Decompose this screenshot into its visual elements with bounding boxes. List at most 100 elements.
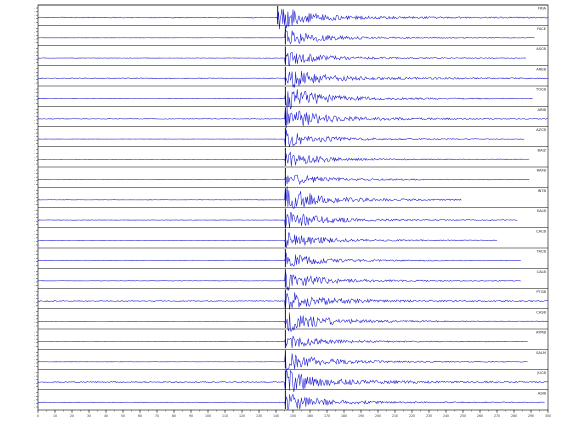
amplitude-tick-label: -: [34, 293, 35, 297]
station-label: FACE: [537, 27, 547, 31]
station-label: CACB: [536, 229, 546, 233]
amplitude-tick-label: -: [34, 74, 35, 78]
amplitude-tick-label: -: [34, 276, 35, 280]
x-tick-label: 10: [53, 414, 57, 418]
amplitude-tick-label: -: [34, 243, 35, 247]
amplitude-tick-label: -: [34, 138, 35, 142]
trace-casb: [37, 312, 549, 332]
x-tick-label: 300: [545, 414, 551, 418]
station-label: AREB: [536, 67, 546, 71]
amplitude-tick-label: -: [34, 168, 35, 172]
x-tick-label: 290: [528, 414, 534, 418]
station-label: TOCB: [535, 88, 547, 92]
amplitude-tick-label: -: [34, 122, 35, 126]
trace-asib: [37, 393, 545, 411]
amplitude-tick-label: -: [34, 41, 35, 45]
amplitude-tick-label: -: [34, 256, 35, 260]
trace-layer: [37, 6, 549, 411]
x-tick-label: 40: [104, 414, 108, 418]
amplitude-tick-label: -: [34, 405, 35, 409]
x-tick-label: 30: [87, 414, 91, 418]
amplitude-tick-label: -: [34, 385, 35, 389]
amplitude-tick-label: -: [34, 135, 35, 139]
x-tick-label: 280: [511, 414, 517, 418]
amplitude-tick-label: -: [34, 199, 35, 203]
x-tick-label: 240: [443, 414, 449, 418]
amplitude-tick-label: -: [34, 350, 35, 354]
amplitude-tick-label: -: [34, 148, 35, 152]
trace-ascb: [37, 52, 526, 66]
amplitude-tick-label: -: [34, 33, 35, 37]
amplitude-tick-label: -: [34, 341, 35, 345]
amplitude-tick-label: -: [34, 229, 35, 233]
trace-ptgb: [37, 292, 549, 311]
trace-areb: [37, 71, 549, 88]
x-tick-label: 50: [121, 414, 125, 418]
amplitude-tick-label: -: [34, 47, 35, 51]
station-label: INTB: [538, 189, 547, 193]
station-label: AZCB: [536, 128, 546, 132]
station-label: ASIB: [538, 391, 547, 395]
amplitude-tick-label: -: [34, 374, 35, 378]
amplitude-tick-label: -: [34, 378, 35, 382]
amplitude-tick-label: -: [34, 50, 35, 54]
amplitude-tick-label: -: [34, 357, 35, 361]
amplitude-tick-label: -: [34, 30, 35, 34]
amplitude-tick-label: -: [34, 269, 35, 273]
amplitude-tick-label: -: [34, 365, 35, 369]
amplitude-tick-label: -: [34, 128, 35, 132]
amplitude-tick-label: -: [34, 77, 35, 81]
amplitude-tick-label: -: [34, 212, 35, 216]
amplitude-tick-label: -: [34, 361, 35, 365]
amplitude-tick-label: -: [34, 297, 35, 301]
trace-salm: [37, 353, 528, 372]
amplitude-tick-label: -: [34, 54, 35, 58]
x-tick-label: 130: [256, 414, 262, 418]
x-tick-label: 270: [494, 414, 500, 418]
axes-layer: - - - - - - - - - - - - - - - - - - - - - - - - - - - - - - - - - - - - - - - -…: [34, 4, 549, 413]
amplitude-tick-label: -: [34, 17, 35, 21]
trace-azcb: [37, 129, 525, 147]
amplitude-tick-label: -: [34, 192, 35, 196]
x-tick-label: 70: [155, 414, 159, 418]
x-tick-label: 140: [273, 414, 279, 418]
x-tick-label: 80: [172, 414, 176, 418]
station-label: JUCB: [536, 371, 546, 375]
amplitude-tick-label: -: [34, 334, 35, 338]
amplitude-tick-label: -: [34, 260, 35, 264]
amplitude-tick-label: -: [34, 273, 35, 277]
amplitude-tick-label: -: [34, 70, 35, 74]
amplitude-tick-label: -: [34, 203, 35, 207]
amplitude-tick-label: -: [34, 249, 35, 253]
amplitude-tick-label: -: [34, 239, 35, 243]
amplitude-tick-label: -: [34, 232, 35, 236]
station-label: BAIZ: [538, 148, 547, 152]
amplitude-tick-label: -: [34, 26, 35, 30]
amplitude-tick-label: -: [34, 61, 35, 65]
amplitude-tick-label: -: [34, 98, 35, 102]
amplitude-tick-label: -: [34, 182, 35, 186]
amplitude-tick-label: -: [34, 344, 35, 348]
amplitude-tick-label: -: [34, 81, 35, 85]
amplitude-tick-label: -: [34, 216, 35, 220]
amplitude-tick-label: -: [34, 13, 35, 17]
amplitude-tick-label: -: [34, 91, 35, 95]
amplitude-tick-label: -: [34, 101, 35, 105]
amplitude-tick-label: -: [34, 394, 35, 398]
amplitude-tick-label: -: [34, 401, 35, 405]
amplitude-tick-label: -: [34, 284, 35, 288]
amplitude-tick-label: -: [34, 354, 35, 358]
trace-salb: [37, 212, 518, 229]
station-label: SALM: [536, 351, 546, 355]
amplitude-tick-label: -: [34, 313, 35, 317]
station-label: CALB: [537, 270, 547, 274]
amplitude-tick-label: -: [34, 236, 35, 240]
amplitude-tick-label: -: [34, 151, 35, 155]
station-label: ARIB: [538, 108, 547, 112]
amplitude-tick-label: -: [34, 304, 35, 308]
amplitude-tick-label: -: [34, 398, 35, 402]
trace-aymb: [37, 335, 528, 349]
amplitude-tick-label: -: [34, 188, 35, 192]
x-tick-label: 170: [324, 414, 330, 418]
